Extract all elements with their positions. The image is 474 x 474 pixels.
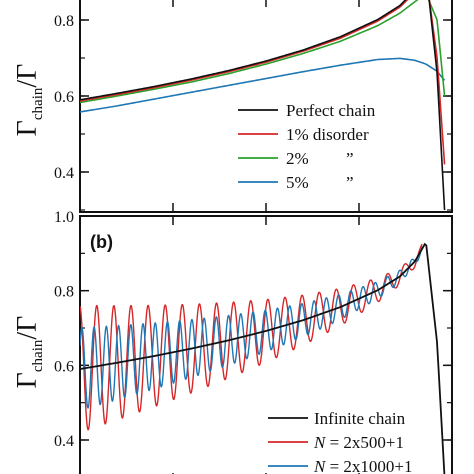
panel-b-ytick-label: 1.0 [54,209,74,226]
panel-a-legend-label: Perfect chain [286,101,376,120]
panel-b-ylabel: Γchain/Γ [12,316,46,389]
panel-b-legend-label: N = 2x500+1 [313,433,404,452]
panel-b-legend-label: N = 2x1000+1 [313,457,413,474]
panel-b-legend-label: Infinite chain [314,409,406,428]
panel-a-legend-label: 1% disorder [286,125,369,144]
panel-b-series-line [80,243,423,431]
panel-a-legend-ditto: ” [346,149,354,168]
panel-b-label: (b) [90,232,113,252]
panel-b-series-line [80,246,423,409]
panel-a-ytick-label: 0.4 [54,165,74,182]
ylabel-b-main: Γ [12,372,43,388]
panel-a-frame [79,0,453,213]
ylabel-b-sub: chain [30,339,46,372]
panel-a-series-line [80,0,446,104]
panel-a-series-line [80,0,446,211]
panel-a-ytick-label: 0.6 [54,89,74,106]
panel-a: 0.4 0.6 0.8 Perfect chain 1% disorder 2% ” 5% ”… [12,0,453,213]
ylabel-a-tail: /Γ [12,64,43,88]
panel-b-ytick-label: 0.6 [54,358,74,375]
legend-n-value: = 2x1000+1 [325,457,412,474]
ylabel-b-tail: /Γ [12,316,43,340]
ylabel-a-main: Γ [12,120,43,136]
ylabel-a-sub: chain [30,87,46,120]
panel-a-series-line [80,57,446,113]
panel-b-ytick-label: 0.4 [54,433,74,450]
legend-n-symbol: N [313,457,327,474]
panel-b-infinite-chain-line [80,242,446,474]
legend-n-symbol: N [313,433,327,452]
panel-a-ytick-label: 0.8 [54,13,74,30]
panel-b-ytick-label: 0.8 [54,284,74,301]
panel-a-series-line [80,0,446,165]
legend-n-value: = 2x500+1 [325,433,404,452]
panel-a-ylabel: Γchain/Γ [12,64,46,137]
panel-a-legend-label: 2% [286,149,309,168]
panel-a-legend-ditto: ” [346,173,354,192]
panel-a-legend-label: 5% [286,173,309,192]
